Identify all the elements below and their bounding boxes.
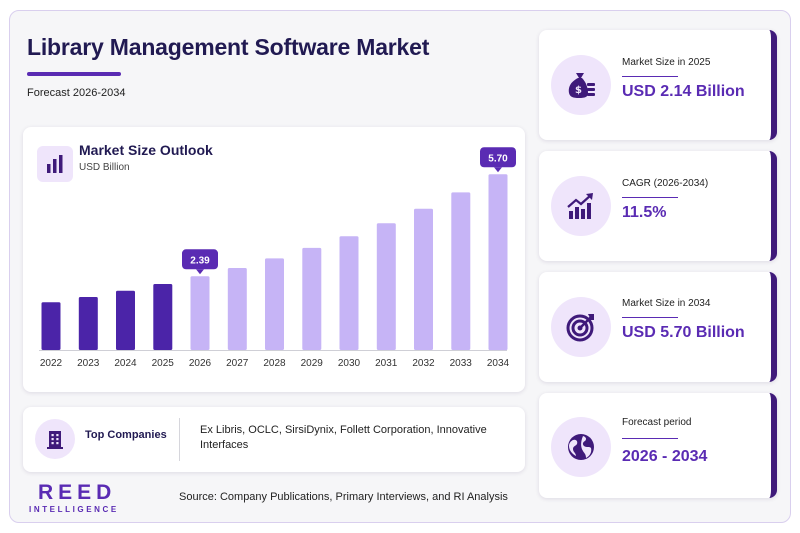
callout-box — [182, 249, 218, 270]
bar-2033 — [451, 192, 471, 350]
growth-chart-icon — [551, 176, 611, 236]
bar-2027 — [227, 268, 247, 350]
source-note: Source: Company Publications, Primary In… — [179, 491, 508, 503]
logo-tagline: INTELLIGENCE — [29, 505, 119, 514]
callout-pointer — [196, 269, 204, 275]
stat-value: 2026 - 2034 — [622, 448, 708, 465]
top-companies-card: Top Companies Ex Libris, OCLC, SirsiDyni… — [23, 407, 525, 472]
tick-label-2024: 2024 — [114, 358, 137, 369]
title-underline — [27, 72, 121, 76]
top-companies-label: Top Companies — [85, 429, 167, 441]
bar-2028 — [265, 258, 284, 350]
chart-unit: USD Billion — [79, 162, 130, 173]
chart-card: Market Size Outlook USD Billion 2022 2023… — [23, 127, 525, 392]
bar-2024 — [116, 290, 135, 350]
tick-label-2033: 2033 — [450, 358, 473, 369]
chart-title: Market Size Outlook — [79, 142, 213, 158]
bar-2031 — [376, 223, 396, 350]
stat-card-market-2025: $ Market Size in 2025 USD 2.14 Billion — [539, 30, 777, 140]
stat-label: CAGR (2026-2034) — [622, 178, 709, 189]
stat-value: USD 2.14 Billion — [622, 83, 745, 100]
bar-2026 — [190, 276, 210, 350]
logo-wordmark: REED — [38, 481, 117, 504]
bar-chart-icon — [37, 146, 73, 182]
tick-label-2030: 2030 — [338, 358, 361, 369]
page-title: Library Management Software Market — [27, 34, 430, 60]
building-icon — [35, 419, 75, 459]
stat-rule — [622, 438, 678, 439]
stat-rule — [622, 197, 678, 198]
svg-text:$: $ — [575, 85, 582, 96]
stat-label: Market Size in 2025 — [622, 57, 711, 68]
callout-box — [480, 147, 516, 168]
bar-2025 — [153, 284, 173, 350]
data-callout-2026: 2.39 — [182, 249, 218, 275]
top-companies-list: Ex Libris, OCLC, SirsiDynix, Follett Cor… — [200, 424, 487, 451]
tick-label-2031: 2031 — [375, 358, 398, 369]
tick-label-2023: 2023 — [77, 358, 100, 369]
stat-label: Forecast period — [622, 417, 692, 428]
bar-chart: 2022 2023 2024 2025 2026 2027 2028 2029 2030 2031… — [39, 147, 516, 369]
tick-label-2032: 2032 — [412, 358, 435, 369]
tick-label-2034: 2034 — [487, 358, 510, 369]
tick-label-2022: 2022 — [40, 358, 63, 369]
bar-2023 — [78, 297, 98, 350]
bar-2029 — [302, 247, 322, 350]
target-icon — [551, 297, 611, 357]
tick-label-2029: 2029 — [301, 358, 324, 369]
money-bag-icon: $ — [551, 55, 611, 115]
data-label-2026: 2.39 — [190, 255, 210, 266]
bar-2034 — [488, 174, 508, 351]
data-callout-2034: 5.70 — [480, 147, 516, 173]
stat-rule — [622, 317, 678, 318]
tick-label-2027: 2027 — [226, 358, 249, 369]
stat-value: USD 5.70 Billion — [622, 324, 745, 341]
bar-2030 — [339, 236, 359, 350]
divider — [179, 418, 180, 461]
stat-rule — [622, 76, 678, 77]
tick-label-2026: 2026 — [189, 358, 212, 369]
tick-label-2025: 2025 — [152, 358, 175, 369]
bar-2032 — [414, 208, 433, 350]
page-subtitle: Forecast 2026-2034 — [27, 87, 126, 99]
stat-card-cagr: CAGR (2026-2034) 11.5% — [539, 151, 777, 261]
callout-pointer — [494, 167, 502, 173]
stat-value: 11.5% — [622, 204, 667, 221]
stat-card-forecast-period: Forecast period 2026 - 2034 — [539, 393, 777, 498]
bar-2022 — [41, 302, 61, 350]
globe-icon — [551, 417, 611, 477]
stat-card-market-2034: Market Size in 2034 USD 5.70 Billion — [539, 272, 777, 382]
tick-label-2028: 2028 — [263, 358, 286, 369]
stat-label: Market Size in 2034 — [622, 298, 711, 309]
data-label-2034: 5.70 — [488, 153, 508, 164]
